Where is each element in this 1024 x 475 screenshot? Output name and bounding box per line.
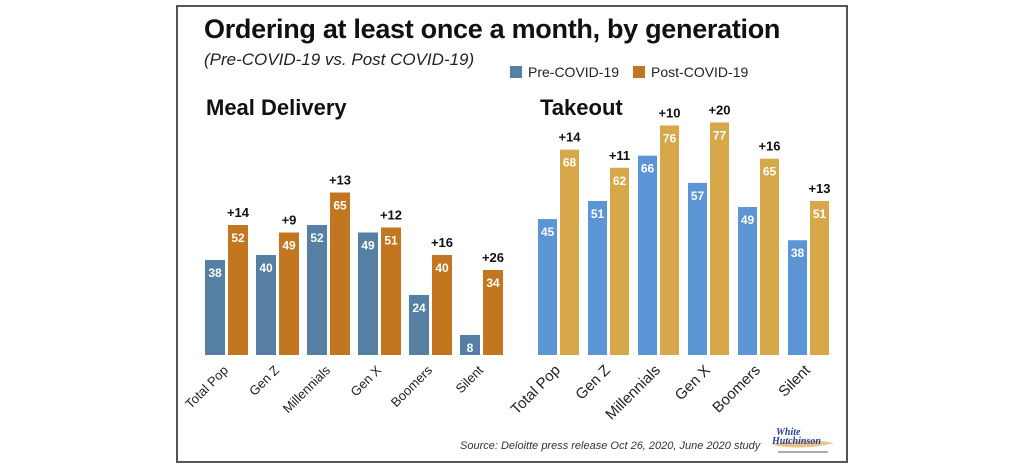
bar [638,155,657,355]
source-note: Source: Deloitte press release Oct 26, 2… [460,440,761,452]
data-label: 62 [613,174,627,188]
category-label: Gen X [672,362,714,404]
change-annotation: +26 [482,250,504,265]
data-label: 49 [361,239,375,253]
category-label: Total Pop [508,362,564,418]
svg-text:White: White [776,427,801,438]
change-annotation: +14 [227,205,250,220]
category-label: Millennials [602,362,664,424]
category-label: Millennials [280,362,334,416]
bar [738,207,757,355]
bar [610,167,629,355]
data-label: 38 [791,246,805,260]
bar [760,158,779,355]
change-annotation: +20 [708,102,730,117]
data-label: 38 [208,266,222,280]
bar [710,122,729,356]
chart-title: Ordering at least once a month, by gener… [204,14,781,44]
data-label: 51 [813,207,827,221]
category-label: Gen Z [572,362,613,403]
white-hutchinson-logo: White Hutchinson [771,427,834,453]
data-label: 51 [591,207,605,221]
legend-label: Pre-COVID-19 [528,64,620,80]
data-label: 8 [467,341,474,355]
data-label: 52 [231,231,245,245]
data-label: 65 [333,199,347,213]
category-label: Silent [775,361,814,400]
bar [307,225,327,355]
category-label: Gen X [347,362,384,399]
bar [810,200,829,355]
chart-frame [176,5,848,463]
bar [432,255,452,355]
bar [660,125,679,355]
category-label: Boomers [709,362,763,416]
legend: Pre-COVID-19 Post-COVID-19 [510,64,748,80]
bar [228,225,248,355]
data-label: 51 [384,234,398,248]
data-label: 52 [310,231,324,245]
bar [256,255,276,355]
legend-item-pre: Pre-COVID-19 [510,64,619,80]
bar [483,270,503,355]
category-label: Total Pop [182,363,231,412]
meal-delivery-title: Meal Delivery [206,95,347,120]
data-label: 49 [282,239,296,253]
data-label: 66 [641,162,655,176]
bar [409,295,429,355]
data-label: 76 [663,131,677,145]
data-label: 34 [486,276,500,290]
data-label: 65 [763,165,777,179]
bar [460,335,480,355]
bar [279,232,299,355]
bar [560,149,579,355]
category-label: Boomers [388,362,436,410]
chart-subtitle: (Pre-COVID-19 vs. Post COVID-19) [204,50,475,69]
change-annotation: +9 [282,213,297,228]
data-label: 68 [563,156,577,170]
data-label: 77 [713,128,727,142]
data-label: 24 [412,301,426,315]
data-label: 49 [741,213,755,227]
bar [358,232,378,355]
bar [788,240,807,355]
change-annotation: +13 [329,173,351,188]
data-label: 40 [435,261,449,275]
legend-item-post: Post-COVID-19 [633,64,748,80]
change-annotation: +11 [609,148,630,163]
bar [381,227,401,355]
change-annotation: +12 [380,208,402,223]
change-annotation: +13 [808,181,830,196]
bar [205,260,225,355]
legend-swatch [510,66,522,78]
takeout-title: Takeout [540,95,623,120]
bar [330,192,350,355]
category-label: Silent [453,362,487,396]
category-label: Gen Z [246,362,282,398]
bar [538,219,557,355]
change-annotation: +14 [558,130,581,145]
data-label: 45 [541,225,555,239]
data-label: 40 [259,261,273,275]
legend-swatch [633,66,646,78]
svg-text:Hutchinson: Hutchinson [771,436,821,447]
bar [588,200,607,355]
change-annotation: +10 [658,105,680,120]
bar [688,182,707,355]
legend-label: Post-COVID-19 [651,64,749,80]
change-annotation: +16 [758,139,780,154]
data-label: 57 [691,189,705,203]
change-annotation: +16 [431,235,453,250]
